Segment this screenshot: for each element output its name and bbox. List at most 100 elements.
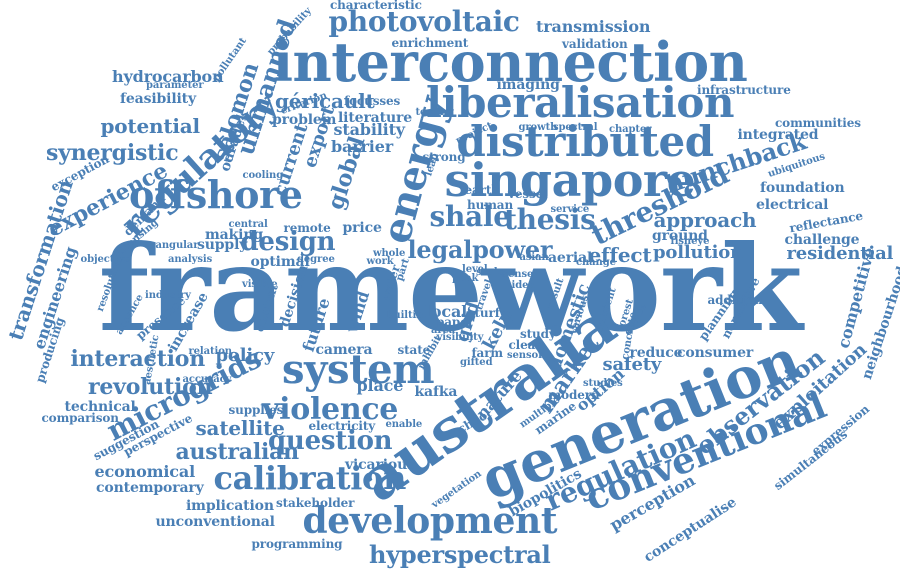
cloud-word: policy xyxy=(215,345,275,366)
cloud-word: implication xyxy=(186,498,274,514)
cloud-word: hyperspectral xyxy=(369,540,551,569)
cloud-word: price xyxy=(342,220,382,236)
cloud-word: angular xyxy=(155,240,199,251)
cloud-word: hydrocarbon xyxy=(112,67,224,86)
cloud-word: residential xyxy=(786,243,894,264)
cloud-word: electricity xyxy=(308,419,376,433)
cloud-word: comparison xyxy=(41,411,119,425)
cloud-word: pollution xyxy=(653,242,743,263)
cloud-word: study xyxy=(520,327,556,341)
cloud-word: asian xyxy=(519,252,549,263)
cloud-word: effect xyxy=(588,243,652,267)
cloud-word: interaction xyxy=(70,346,206,372)
cloud-word: problem xyxy=(272,112,337,128)
cloud-word: spectral xyxy=(553,122,598,133)
cloud-word: paper xyxy=(436,315,474,329)
cloud-word: design xyxy=(240,227,336,257)
cloud-word: foundation xyxy=(760,180,845,196)
cloud-word: satellite xyxy=(195,416,285,440)
cloud-word: vessel xyxy=(508,187,548,201)
cloud-word: synergistic xyxy=(46,140,179,166)
cloud-word: analysis xyxy=(168,254,213,265)
cloud-word: revolution xyxy=(88,374,213,400)
cloud-word: question xyxy=(268,426,393,456)
cloud-word: interconnection xyxy=(272,30,748,94)
cloud-word: focusses xyxy=(344,94,401,108)
cloud-word: degree xyxy=(297,254,335,265)
cloud-word: strong xyxy=(422,150,466,164)
cloud-word: integrated xyxy=(737,127,819,143)
cloud-word: australian xyxy=(175,439,300,465)
cloud-word: stability xyxy=(333,120,406,139)
cloud-word: validation xyxy=(562,37,628,51)
cloud-word: barrier xyxy=(331,137,393,156)
cloud-word: studies xyxy=(583,378,623,389)
cloud-word: ground xyxy=(652,228,708,244)
cloud-word: approach xyxy=(653,208,757,232)
cloud-word: idea xyxy=(511,280,535,291)
cloud-word: relation xyxy=(188,346,233,357)
cloud-word: farm xyxy=(471,346,504,360)
cloud-word: sensor xyxy=(507,350,544,361)
cloud-word: camera xyxy=(315,342,373,358)
cloud-word: cooling xyxy=(242,170,284,181)
cloud-word: central xyxy=(228,219,268,230)
cloud-word: safety xyxy=(602,354,662,375)
cloud-word: turf xyxy=(474,306,500,320)
cloud-word: work xyxy=(366,256,394,267)
cloud-word: singapore xyxy=(444,153,696,207)
cloud-word: aerial xyxy=(548,250,593,266)
cloud-word: transmission xyxy=(536,17,651,36)
cloud-word: characteristic xyxy=(330,0,422,12)
cloud-word: infrastructure xyxy=(697,83,791,97)
cloud-word: imaging xyxy=(496,77,560,93)
cloud-word: stakeholder xyxy=(276,496,355,510)
cloud-word: feasibility xyxy=(120,91,197,107)
cloud-word: challenge xyxy=(784,232,860,248)
cloud-word: service xyxy=(550,204,590,215)
cloud-word: fisheye xyxy=(670,236,710,247)
cloud-word: supplies xyxy=(228,403,284,417)
cloud-word: economical xyxy=(94,462,196,481)
cloud-word: framework xyxy=(98,219,803,358)
cloud-word: development xyxy=(302,500,558,542)
cloud-word: unconventional xyxy=(155,514,275,530)
cloud-word: contemporary xyxy=(96,480,204,496)
cloud-word: visibility xyxy=(436,332,484,343)
cloud-word: offshore xyxy=(129,172,303,217)
cloud-word: thesis xyxy=(504,203,596,236)
cloud-word: programming xyxy=(251,537,343,551)
cloud-word: area xyxy=(431,325,456,336)
cloud-word: kafka xyxy=(414,384,458,400)
cloud-word: technical xyxy=(64,399,136,415)
cloud-word: testing xyxy=(415,107,455,118)
cloud-word: consumer xyxy=(677,345,754,361)
cloud-word: sense xyxy=(502,269,534,280)
cloud-word: growth xyxy=(518,122,558,133)
cloud-word: distributed xyxy=(456,117,715,166)
cloud-word: clean xyxy=(508,338,545,352)
cloud-word: change xyxy=(576,257,616,268)
cloud-word: place xyxy=(356,376,404,395)
cloud-word: géricault xyxy=(275,89,375,113)
cloud-word: violence xyxy=(262,392,399,427)
cloud-word: local xyxy=(425,302,468,321)
cloud-word: shale xyxy=(429,200,512,233)
cloud-word: calibration xyxy=(213,459,407,497)
cloud-word: literature xyxy=(338,110,412,126)
cloud-word: peak xyxy=(452,273,479,284)
cloud-word: vicarious xyxy=(345,457,415,473)
cloud-word: level xyxy=(462,264,488,275)
cloud-word: optimal xyxy=(250,254,310,270)
cloud-word: industry xyxy=(145,290,191,301)
cloud-word: chapter xyxy=(609,124,652,135)
cloud-word: earth xyxy=(464,183,501,197)
cloud-word: reduce xyxy=(629,345,683,361)
cloud-word: making xyxy=(205,227,264,243)
cloud-word: visible xyxy=(242,279,278,290)
cloud-word: liberalisation xyxy=(426,78,735,127)
cloud-word: system xyxy=(282,346,435,393)
cloud-word: objective xyxy=(80,254,131,265)
cloud-word: scale xyxy=(476,267,504,278)
